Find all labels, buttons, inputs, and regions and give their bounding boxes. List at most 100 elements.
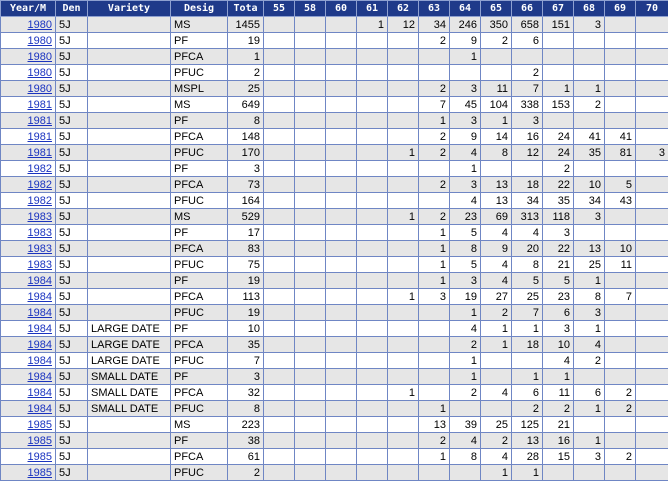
count-cell — [325, 368, 357, 385]
count-cell: 4 — [511, 224, 543, 241]
count-cell — [418, 64, 450, 81]
year-link[interactable]: 1983 — [0, 240, 56, 257]
table-row: 1980 5J PFUC 2 2 — [0, 64, 668, 81]
count-cell: 24 — [542, 144, 574, 161]
year-link[interactable]: 1980 — [0, 16, 56, 33]
count-cell: 3 — [449, 80, 481, 97]
count-cell — [356, 32, 388, 49]
year-link[interactable]: 1985 — [0, 432, 56, 449]
year-link[interactable]: 1980 — [0, 32, 56, 49]
year-link[interactable]: 1984 — [0, 288, 56, 305]
year-link[interactable]: 1984 — [0, 368, 56, 385]
text-cell: 5J — [55, 304, 88, 321]
year-link[interactable]: 1985 — [0, 464, 56, 481]
year-link[interactable]: 1983 — [0, 256, 56, 273]
year-link[interactable]: 1984 — [0, 384, 56, 401]
table-row: 1983 5J PFCA 83 1 8 9 20 22 13 10 — [0, 240, 668, 257]
count-cell — [604, 464, 636, 481]
year-link[interactable]: 1982 — [0, 176, 56, 193]
count-cell: 32 — [227, 384, 264, 401]
year-link[interactable]: 1985 — [0, 416, 56, 433]
count-cell: 18 — [511, 176, 543, 193]
count-cell — [604, 160, 636, 177]
count-cell: 1 — [542, 368, 574, 385]
text-cell: 5J — [55, 32, 88, 49]
header-row: Year/M Den Variety Desig Tota 55 58 60 61 62 63 64 6… — [0, 0, 668, 17]
year-link[interactable]: 1985 — [0, 448, 56, 465]
year-link[interactable]: 1980 — [0, 64, 56, 81]
count-cell: 25 — [480, 416, 512, 433]
text-cell: SMALL DATE — [87, 384, 171, 401]
count-cell — [387, 32, 419, 49]
count-cell — [573, 32, 605, 49]
year-link[interactable]: 1984 — [0, 400, 56, 417]
text-cell: PF — [170, 272, 228, 289]
count-cell — [635, 192, 668, 209]
count-cell: 4 — [480, 256, 512, 273]
count-cell — [511, 352, 543, 369]
count-cell: 12 — [511, 144, 543, 161]
count-cell — [635, 400, 668, 417]
count-cell: 8 — [573, 288, 605, 305]
text-cell: 5J — [55, 48, 88, 65]
table-row: 1980 5J MS 1455 1 12 34 246 350 658 151 3 — [0, 16, 668, 33]
year-link[interactable]: 1981 — [0, 96, 56, 113]
count-cell — [387, 160, 419, 177]
count-cell — [294, 144, 326, 161]
year-link[interactable]: 1982 — [0, 160, 56, 177]
year-link[interactable]: 1984 — [0, 336, 56, 353]
count-cell: 1 — [387, 288, 419, 305]
count-cell: 2 — [542, 160, 574, 177]
count-cell: 19 — [227, 32, 264, 49]
text-cell: PF — [170, 432, 228, 449]
table-row: 1980 5J MSPL 25 2 3 11 7 1 1 — [0, 80, 668, 97]
year-link[interactable]: 1984 — [0, 352, 56, 369]
count-cell: 8 — [227, 112, 264, 129]
count-cell: 5 — [511, 272, 543, 289]
count-cell — [635, 176, 668, 193]
text-cell: 5J — [55, 416, 88, 433]
count-cell: 2 — [227, 64, 264, 81]
count-cell: 11 — [480, 80, 512, 97]
count-cell: 1 — [480, 336, 512, 353]
count-cell: 1 — [227, 48, 264, 65]
count-cell — [263, 448, 295, 465]
year-link[interactable]: 1982 — [0, 192, 56, 209]
count-cell: 1 — [418, 256, 450, 273]
count-cell: 38 — [227, 432, 264, 449]
year-link[interactable]: 1984 — [0, 272, 56, 289]
year-link[interactable]: 1983 — [0, 208, 56, 225]
table-row: 1982 5J PFCA 73 2 3 13 18 22 10 5 — [0, 176, 668, 193]
table-row: 1980 5J PF 19 2 9 2 6 — [0, 32, 668, 49]
text-cell: MS — [170, 16, 228, 33]
text-cell: LARGE DATE — [87, 336, 171, 353]
count-cell: 649 — [227, 96, 264, 113]
count-cell — [356, 208, 388, 225]
count-cell — [387, 448, 419, 465]
year-link[interactable]: 1984 — [0, 320, 56, 337]
count-cell — [387, 416, 419, 433]
year-link[interactable]: 1981 — [0, 144, 56, 161]
year-link[interactable]: 1983 — [0, 224, 56, 241]
count-cell — [449, 464, 481, 481]
text-cell — [87, 112, 171, 129]
year-link[interactable]: 1980 — [0, 80, 56, 97]
count-cell — [635, 80, 668, 97]
count-cell — [325, 400, 357, 417]
year-link[interactable]: 1981 — [0, 128, 56, 145]
year-link[interactable]: 1981 — [0, 112, 56, 129]
count-cell — [356, 464, 388, 481]
count-cell: 19 — [227, 304, 264, 321]
text-cell: PF — [170, 112, 228, 129]
year-link[interactable]: 1980 — [0, 48, 56, 65]
column-header: 58 — [294, 0, 326, 17]
count-cell: 22 — [542, 176, 574, 193]
count-cell — [356, 64, 388, 81]
count-cell — [356, 368, 388, 385]
count-cell — [356, 192, 388, 209]
count-cell: 1 — [573, 80, 605, 97]
count-cell: 8 — [227, 400, 264, 417]
count-cell — [387, 400, 419, 417]
count-cell: 2 — [480, 432, 512, 449]
year-link[interactable]: 1984 — [0, 304, 56, 321]
